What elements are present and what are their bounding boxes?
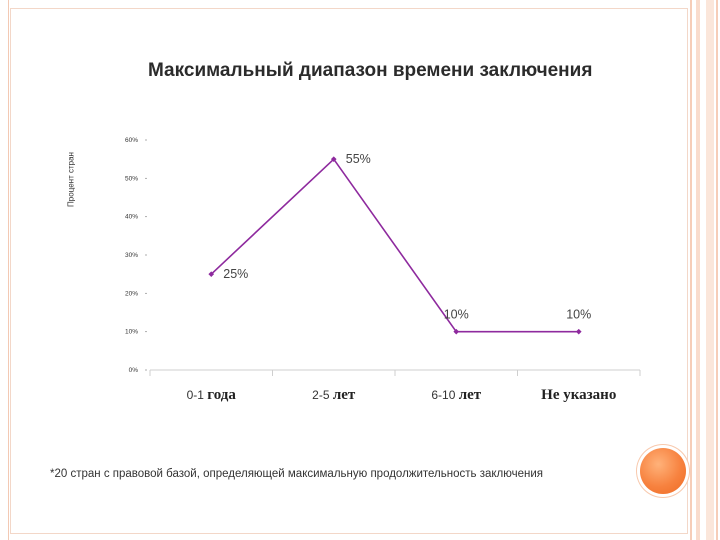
y-tick-label: 30% (125, 252, 138, 259)
data-label: 10% (444, 308, 469, 322)
data-label: 55% (346, 152, 371, 166)
data-point (453, 328, 460, 335)
data-label: 10% (566, 308, 591, 322)
series-line (210, 157, 579, 333)
x-tick-label: 2-5 лет (312, 387, 356, 403)
data-point (575, 328, 582, 335)
y-tick-label: 0% (129, 367, 139, 374)
chart-title: Максимальный диапазон времени заключения (148, 60, 593, 81)
footnote: *20 стран с правовой базой, определяющей… (50, 468, 544, 480)
x-tick-label: Не указано (541, 387, 616, 403)
x-tick-label: 6-10 лет (431, 387, 481, 403)
decorative-orange-circle (640, 448, 686, 494)
y-tick-label: 60% (125, 137, 138, 144)
decor-stripe (706, 0, 714, 540)
data-point (208, 271, 215, 277)
y-tick-label: 50% (125, 175, 138, 182)
decor-stripe (716, 0, 718, 540)
decor-stripe (696, 0, 700, 540)
data-point (330, 156, 337, 162)
y-tick-label: 20% (125, 290, 138, 297)
decor-stripe (690, 0, 692, 540)
slide-frame (10, 8, 688, 534)
y-tick-label: 10% (125, 329, 138, 336)
left-border-rule (8, 0, 9, 540)
x-tick-label: 0-1 года (187, 387, 237, 403)
y-tick-label: 40% (125, 214, 138, 221)
data-label: 25% (223, 267, 248, 281)
